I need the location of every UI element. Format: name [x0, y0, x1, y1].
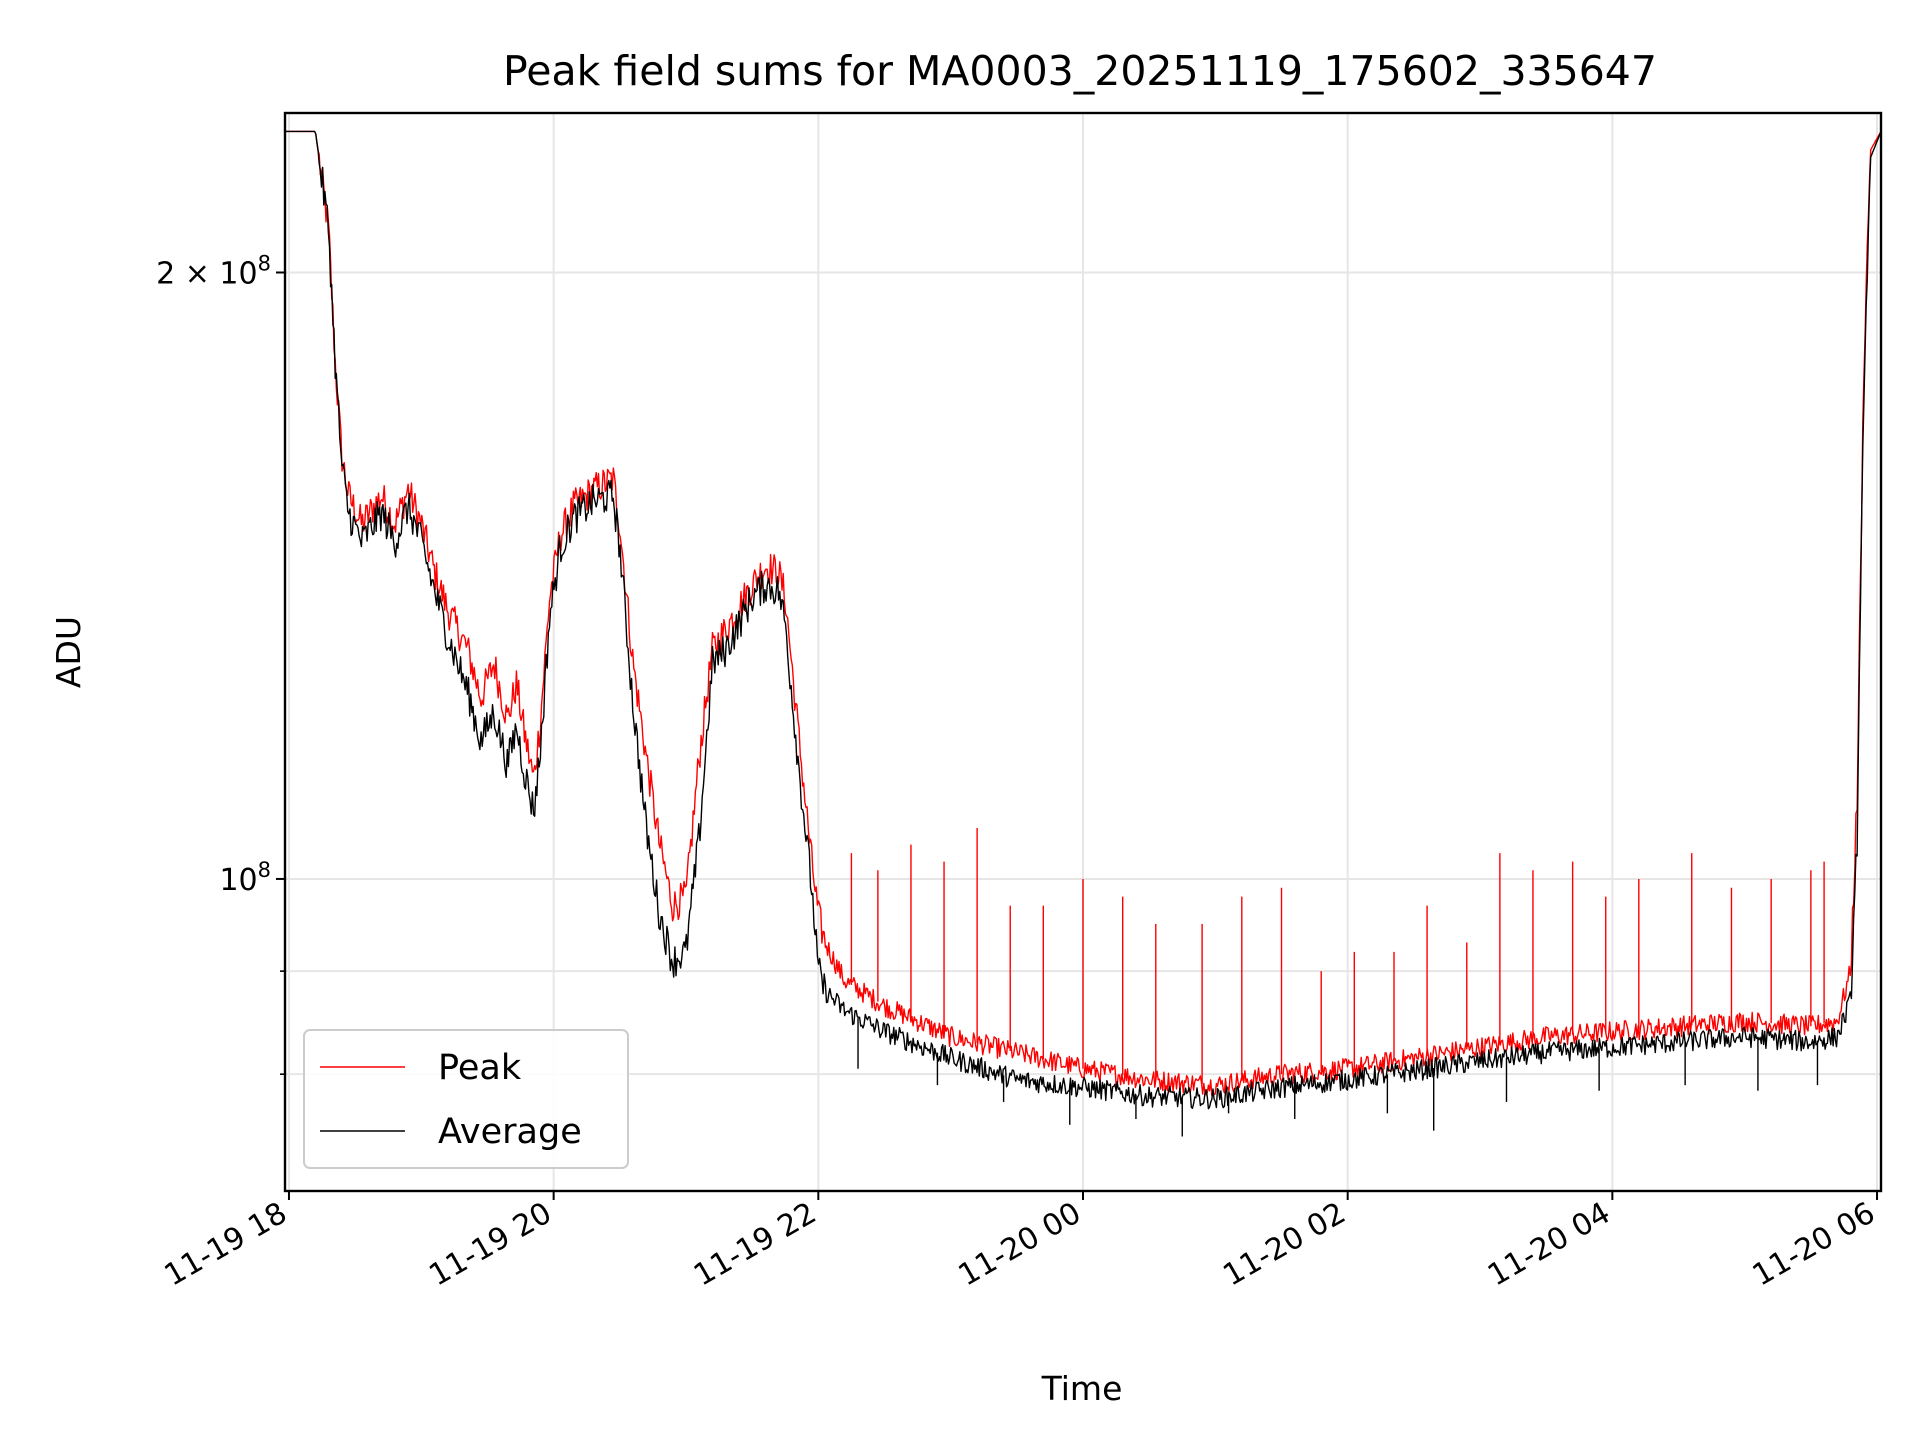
chart-title: Peak field sums for MA0003_20251119_1756… — [503, 47, 1657, 95]
legend-box — [303, 1029, 629, 1169]
legend-peak-label: Peak — [438, 1048, 522, 1088]
x-axis-label: Time — [1041, 1369, 1123, 1408]
y-tick-label: 2 × 108 — [156, 252, 271, 292]
y-tick-label: 108 — [219, 858, 271, 898]
series-line-peak — [285, 130, 1882, 1097]
legend-average-label: Average — [438, 1112, 582, 1152]
y-axis-ticks: 2 × 108 108 — [156, 252, 285, 1075]
plot-lines — [285, 130, 1882, 1137]
legend: Peak Average — [303, 1029, 629, 1169]
series-line-average — [285, 130, 1882, 1110]
y-axis-label: ADU — [49, 616, 88, 688]
